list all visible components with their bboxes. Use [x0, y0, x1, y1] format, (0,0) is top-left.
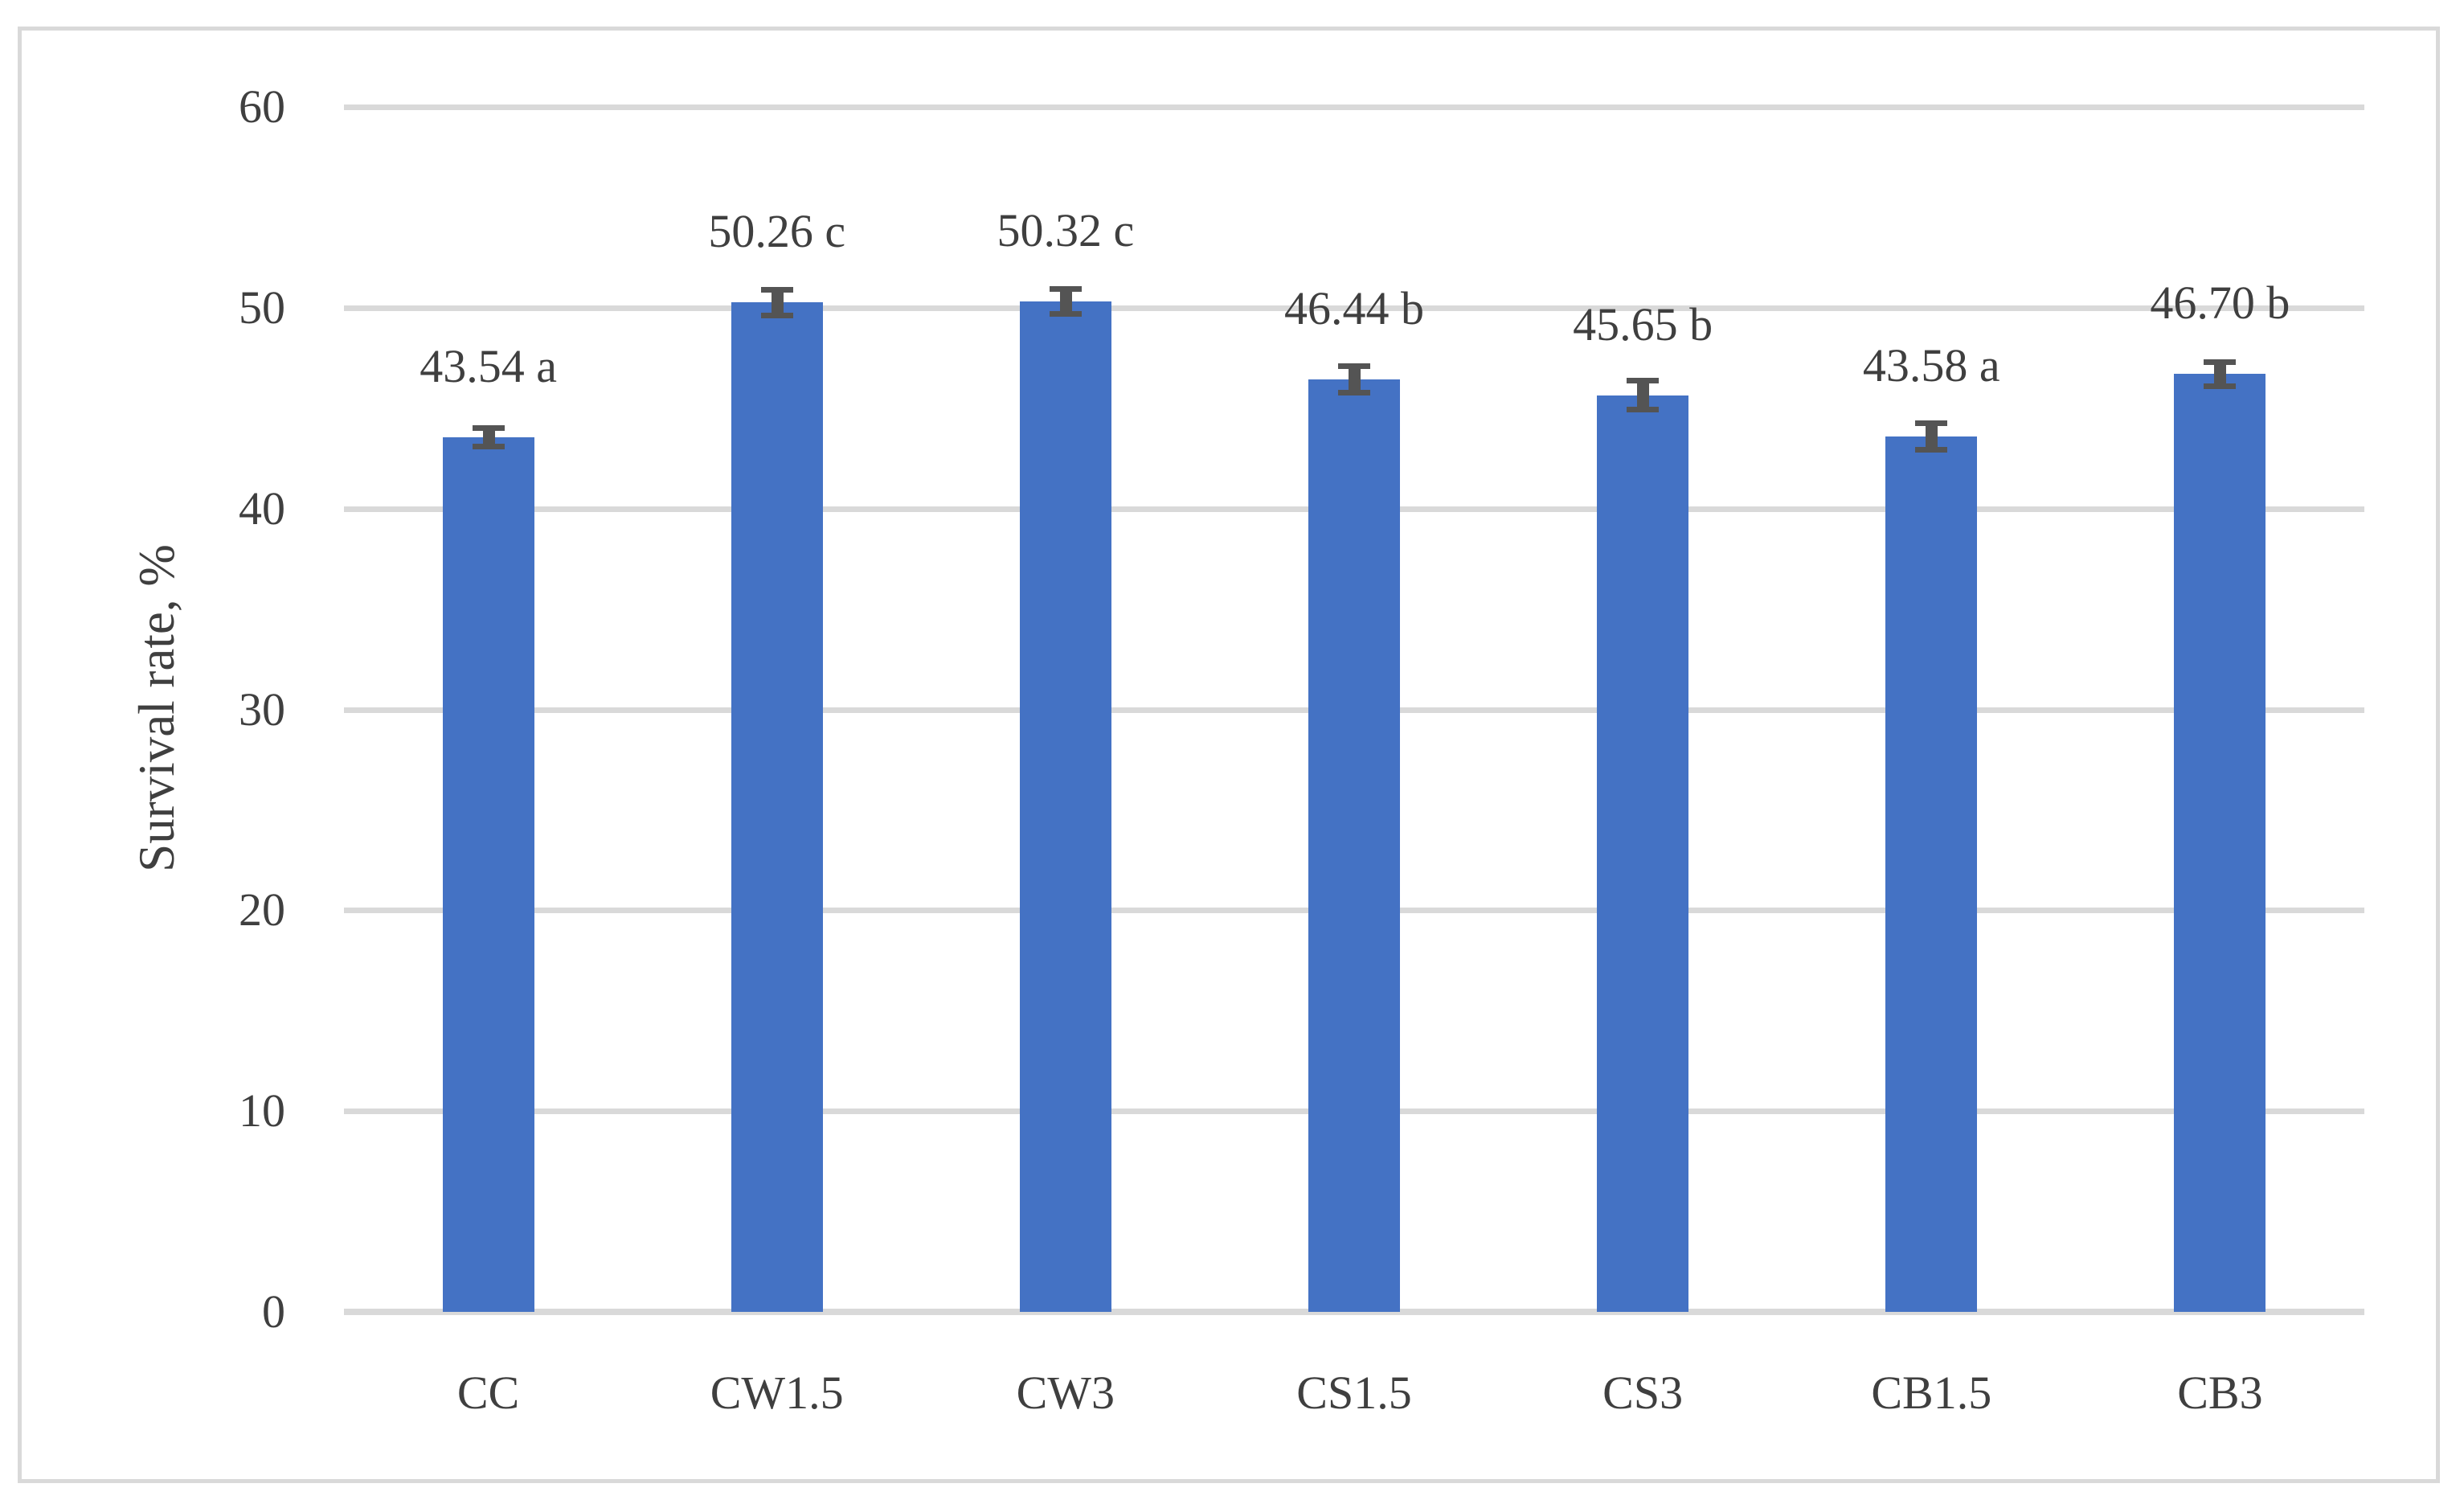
error-bar [1915, 420, 1948, 453]
gridline [344, 105, 2364, 110]
x-axis-line [344, 1309, 2364, 1315]
error-bar-stem [1926, 420, 1938, 453]
error-bar-bottom-cap [2204, 383, 2237, 389]
error-bar-stem [482, 425, 495, 450]
x-tick-label-CW1.5: CW1.5 [710, 1367, 844, 1419]
bar-CW3 [1019, 301, 1111, 1312]
x-tick-label-CS3: CS3 [1602, 1367, 1684, 1419]
y-tick-label: 20 [239, 883, 285, 936]
error-bar-stem [1637, 378, 1650, 412]
gridline [344, 305, 2364, 311]
error-bar-stem [1059, 286, 1072, 317]
error-bar-stem [1349, 363, 1361, 395]
error-bar-stem [2214, 359, 2227, 389]
error-bar [1338, 363, 1370, 395]
bar-CB3 [2174, 374, 2266, 1312]
error-bar [472, 425, 505, 450]
y-tick-label: 50 [239, 281, 285, 334]
data-label: 43.58 a [1862, 339, 2000, 392]
chart-border [18, 27, 2440, 1483]
bar-CB1.5 [1885, 436, 1978, 1312]
error-bar-bottom-cap [1049, 310, 1082, 317]
data-label: 43.54 a [420, 340, 557, 393]
data-label: 45.65 b [1573, 297, 1713, 350]
bar-CS3 [1597, 395, 1689, 1312]
error-bar-bottom-cap [1915, 447, 1948, 453]
x-tick-label-CW3: CW3 [1016, 1367, 1115, 1419]
error-bar [2204, 359, 2237, 389]
bar-CC [442, 437, 534, 1312]
data-label: 46.70 b [2150, 277, 2290, 330]
y-tick-label: 60 [239, 80, 285, 133]
error-bar-stem [771, 286, 784, 318]
y-tick-label: 40 [239, 482, 285, 535]
error-bar [1049, 286, 1082, 317]
error-bar-bottom-cap [760, 312, 793, 318]
y-tick-label: 10 [239, 1084, 285, 1137]
error-bar [760, 286, 793, 318]
data-label: 46.44 b [1284, 281, 1424, 334]
bar-CW1.5 [731, 302, 823, 1312]
y-tick-label: 0 [262, 1285, 285, 1338]
error-bar-bottom-cap [1627, 406, 1660, 412]
data-label: 50.32 c [997, 203, 1135, 256]
x-tick-label-CS1.5: CS1.5 [1296, 1367, 1412, 1419]
x-tick-label-CC: CC [456, 1367, 520, 1419]
x-tick-label-CB1.5: CB1.5 [1871, 1367, 1992, 1419]
error-bar-bottom-cap [472, 444, 505, 450]
y-tick-label: 30 [239, 682, 285, 736]
error-bar [1627, 378, 1660, 412]
x-tick-label-CB3: CB3 [2177, 1367, 2263, 1419]
bar-CS1.5 [1308, 379, 1400, 1312]
error-bar-bottom-cap [1338, 389, 1370, 395]
data-label: 50.26 c [708, 205, 846, 258]
